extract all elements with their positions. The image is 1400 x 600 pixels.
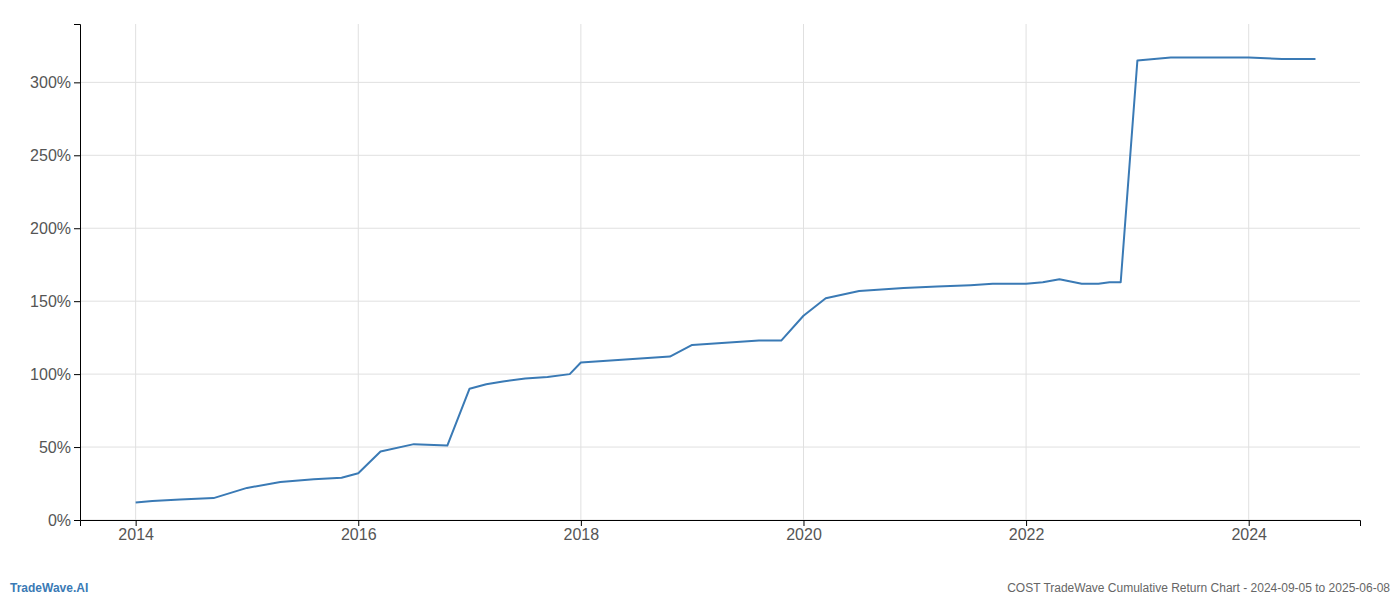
tick-mark	[74, 374, 80, 375]
x-tick: 2022	[1009, 520, 1045, 543]
y-axis: 0% 50% 100% 150% 200% 250% 300%	[30, 25, 80, 529]
tick-mark	[74, 447, 80, 448]
tick-mark	[803, 520, 804, 526]
grid-line	[580, 24, 581, 520]
grid-line	[1248, 24, 1249, 520]
tick-mark	[136, 520, 137, 526]
tick-mark	[581, 520, 582, 526]
x-tick: 2024	[1231, 520, 1267, 543]
line	[136, 58, 1316, 503]
y-tick-label: 150%	[30, 293, 71, 310]
tick-mark	[74, 155, 80, 156]
x-tick-label: 2014	[118, 526, 154, 543]
x-tick-label: 2018	[564, 526, 600, 543]
plot: 2014 2016 2018 2020 2022 2024 0% 50% 100% 150% 200…	[30, 24, 1360, 543]
tick-mark	[358, 520, 359, 526]
grid-line	[80, 374, 1360, 375]
axis-line	[81, 521, 1361, 527]
tick-mark	[1249, 520, 1250, 526]
grid-line	[803, 24, 804, 520]
y-tick: 250%	[30, 147, 80, 164]
x-tick: 2018	[564, 520, 600, 543]
grid-line	[80, 228, 1360, 229]
grid-line	[80, 155, 1360, 156]
title: COST TradeWave Cumulative Return Chart -…	[1007, 581, 1390, 595]
y-tick-label: 50%	[39, 439, 71, 456]
tick-mark	[74, 228, 80, 229]
grid-line	[80, 447, 1360, 448]
x-tick-label: 2024	[1231, 526, 1267, 543]
marks	[136, 58, 1316, 503]
y-tick: 300%	[30, 74, 80, 91]
grid-line	[80, 82, 1360, 83]
grid-line	[358, 24, 359, 520]
x-tick-label: 2022	[1009, 526, 1045, 543]
y-tick-label: 200%	[30, 220, 71, 237]
tick-mark	[74, 301, 80, 302]
x-tick-label: 2016	[341, 526, 377, 543]
y-tick: 100%	[30, 366, 80, 383]
chart: 2014 2016 2018 2020 2022 2024 0% 50% 100% 150% 200…	[0, 0, 1400, 600]
y-tick: 0%	[48, 512, 80, 529]
x-tick: 2016	[341, 520, 377, 543]
y-tick: 50%	[39, 439, 80, 456]
y-tick-label: 100%	[30, 366, 71, 383]
grid-line	[80, 301, 1360, 302]
axis-line	[74, 25, 81, 521]
y-tick-label: 300%	[30, 74, 71, 91]
grid	[80, 24, 1360, 520]
tick-mark	[74, 82, 80, 83]
y-tick-label: 0%	[48, 512, 71, 529]
tick-mark	[74, 520, 80, 521]
y-tick: 150%	[30, 293, 80, 310]
x-tick-label: 2020	[786, 526, 822, 543]
grid-line	[135, 24, 136, 520]
x-axis: 2014 2016 2018 2020 2022 2024	[81, 520, 1361, 543]
x-tick: 2020	[786, 520, 822, 543]
y-tick: 200%	[30, 220, 80, 237]
x-tick: 2014	[118, 520, 154, 543]
grid-line	[1026, 24, 1027, 520]
watermark: TradeWave.AI	[10, 581, 88, 595]
y-tick-label: 250%	[30, 147, 71, 164]
tick-mark	[1026, 520, 1027, 526]
